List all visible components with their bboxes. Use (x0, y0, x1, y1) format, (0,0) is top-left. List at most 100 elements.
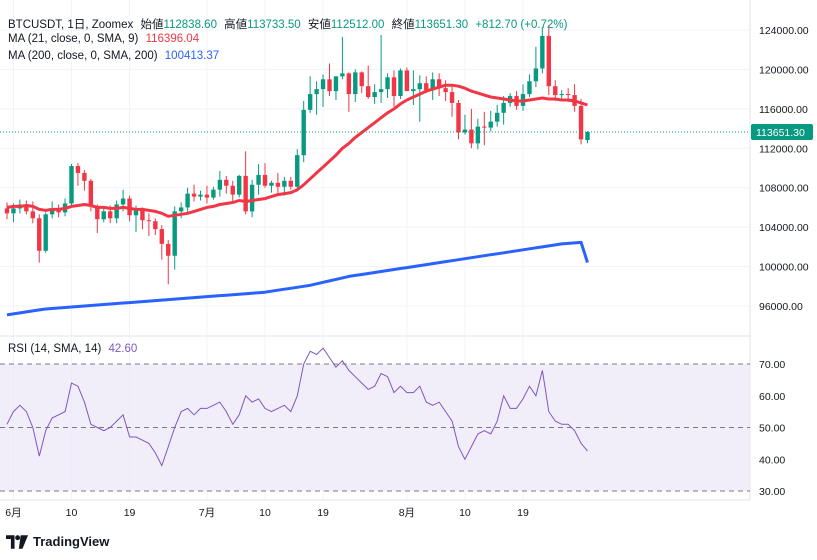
price-tag-box (751, 124, 813, 141)
candle-body (146, 220, 152, 222)
candle (353, 69, 358, 102)
candle (398, 68, 403, 99)
candle-layer (4, 25, 590, 285)
time-tick-label: 7月 (199, 507, 215, 519)
time-tick-label: 19 (317, 507, 329, 519)
price-tick-label: 112000.00 (759, 143, 808, 155)
candle (314, 81, 319, 115)
candle (140, 207, 145, 230)
low-label: 安値 (307, 19, 331, 31)
candle-body (456, 102, 461, 133)
rsi-legend[interactable]: RSI (14, SMA, 14) 42.60 (8, 343, 141, 355)
candle-body (262, 174, 268, 186)
candle-body (295, 155, 300, 187)
candle-body (533, 68, 539, 82)
candle-body (217, 179, 223, 190)
branding-text: TradingView (33, 534, 110, 549)
candle-body (340, 73, 345, 77)
candle-body (243, 175, 248, 212)
price-tick-label: 116000.00 (759, 104, 808, 116)
candle-body (82, 172, 87, 181)
candle-body (333, 76, 339, 92)
candle-body (404, 70, 410, 92)
high-label: 高値 (224, 19, 248, 31)
candle (443, 80, 448, 101)
candle-body (359, 72, 364, 87)
price-tick-label: 120000.00 (759, 64, 809, 76)
ma200-legend[interactable]: MA (200, close, 0, SMA, 200) 100413.37 (8, 50, 223, 62)
rsi-pane (0, 347, 750, 492)
candle-body (114, 204, 119, 219)
rsi-tick-label: 60.00 (759, 391, 785, 403)
candle (411, 70, 416, 105)
candle (378, 34, 384, 103)
candle (372, 84, 377, 104)
candle (559, 90, 564, 100)
candle (327, 63, 332, 97)
candle-body (430, 79, 435, 91)
candle (359, 71, 364, 94)
time-tick-label: 10 (259, 507, 271, 519)
candle-body (198, 194, 203, 197)
candle (295, 149, 300, 192)
candle (249, 179, 255, 218)
candle-body (24, 204, 29, 212)
ma200-line-layer (6, 240, 589, 317)
rsi-tick-label: 50.00 (759, 423, 785, 435)
ma200-line (6, 240, 589, 317)
candle (501, 96, 506, 125)
candle (340, 36, 345, 80)
rsi-line (6, 347, 588, 467)
candle-body (101, 211, 106, 220)
low-value: 112512.00 (330, 19, 385, 31)
candle (533, 46, 539, 88)
price-tick-label: 108000.00 (759, 183, 809, 195)
candle-body (191, 193, 197, 197)
ma21-legend[interactable]: MA (21, close, 0, SMA, 9) 116396.04 (8, 33, 203, 45)
candle (24, 200, 29, 215)
candle-body (417, 83, 422, 90)
candle (346, 72, 352, 112)
price-tick-label: 104000.00 (759, 222, 809, 234)
candle (391, 70, 397, 107)
candle (243, 151, 248, 215)
candle-body (488, 121, 493, 128)
candle-body (282, 180, 287, 187)
candle-body (449, 92, 455, 103)
candle (37, 214, 42, 263)
candle-body (559, 94, 564, 96)
candle-body (391, 77, 397, 97)
candle (482, 111, 487, 146)
rsi-axis: 30.00 40.00 50.00 60.00 70.00 (759, 359, 785, 498)
ma21-line-layer (6, 83, 588, 218)
candle-body (424, 83, 429, 91)
candle-body (462, 129, 468, 133)
candle-body (120, 198, 126, 205)
candle (495, 104, 500, 127)
candle-body (249, 184, 255, 212)
candle (288, 176, 293, 190)
candle-body (166, 243, 171, 256)
candle-body (275, 182, 281, 187)
candle (262, 163, 268, 188)
rsi-tick-label: 30.00 (759, 486, 785, 498)
open-label: 始値 (140, 19, 164, 31)
candle-body (95, 206, 100, 220)
price-chart[interactable]: 96000.00 100000.00 104000.00 108000.00 11200… (0, 0, 817, 530)
current-price-tag: 113651.30 (751, 124, 813, 141)
time-tick-label: 10 (66, 507, 78, 519)
candle-body (11, 208, 16, 214)
candle (146, 213, 152, 237)
candle-body (585, 132, 590, 141)
candle-body (372, 92, 377, 98)
candle (198, 190, 203, 201)
candle-body (385, 77, 390, 90)
candle (520, 84, 526, 111)
candle (101, 207, 106, 223)
candle (114, 200, 119, 224)
symbol-title[interactable]: BTCUSDT, 1日, Zoomex (8, 19, 134, 31)
candle-body (327, 79, 332, 92)
tradingview-logo[interactable]: TradingView (6, 534, 109, 549)
candle-body (185, 193, 190, 208)
candle (449, 86, 455, 117)
